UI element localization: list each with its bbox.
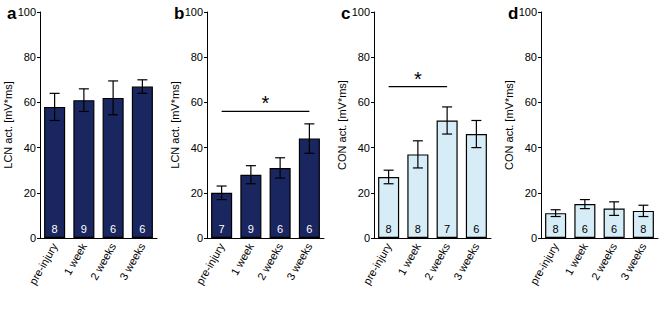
svg-text:80: 80 xyxy=(525,51,537,63)
svg-text:80: 80 xyxy=(191,51,203,63)
svg-text:1 week: 1 week xyxy=(562,241,590,278)
svg-text:9: 9 xyxy=(81,223,87,235)
svg-text:0: 0 xyxy=(531,232,537,244)
svg-text:6: 6 xyxy=(139,223,145,235)
svg-text:20: 20 xyxy=(191,187,203,199)
svg-text:6: 6 xyxy=(277,223,283,235)
svg-text:0: 0 xyxy=(197,232,203,244)
svg-text:a: a xyxy=(7,4,17,23)
svg-text:6: 6 xyxy=(473,223,479,235)
svg-text:100: 100 xyxy=(352,6,370,18)
svg-text:60: 60 xyxy=(525,96,537,108)
svg-text:LCN act. [mV*ms]: LCN act. [mV*ms] xyxy=(169,81,181,168)
svg-text:LCN act. [mV*ms]: LCN act. [mV*ms] xyxy=(2,81,14,168)
svg-text:8: 8 xyxy=(640,223,646,235)
svg-text:20: 20 xyxy=(525,187,537,199)
svg-text:CON act. [mV*ms]: CON act. [mV*ms] xyxy=(503,80,515,170)
svg-text:CON act. [mV*ms]: CON act. [mV*ms] xyxy=(336,80,348,170)
svg-text:3 weeks: 3 weeks xyxy=(117,241,148,282)
svg-text:80: 80 xyxy=(358,51,370,63)
svg-text:40: 40 xyxy=(191,142,203,154)
svg-text:6: 6 xyxy=(110,223,116,235)
svg-text:1 week: 1 week xyxy=(395,241,423,278)
svg-text:c: c xyxy=(341,4,350,23)
svg-text:40: 40 xyxy=(24,142,36,154)
svg-text:0: 0 xyxy=(30,232,36,244)
svg-text:100: 100 xyxy=(18,6,36,18)
svg-text:*: * xyxy=(262,92,270,114)
svg-text:pre-injury: pre-injury xyxy=(528,241,562,287)
svg-text:60: 60 xyxy=(24,96,36,108)
svg-text:8: 8 xyxy=(52,223,58,235)
svg-text:2 weeks: 2 weeks xyxy=(422,241,453,282)
svg-text:40: 40 xyxy=(358,142,370,154)
svg-text:pre-injury: pre-injury xyxy=(361,241,395,287)
svg-text:100: 100 xyxy=(519,6,537,18)
svg-text:1 week: 1 week xyxy=(61,241,89,278)
svg-text:6: 6 xyxy=(611,223,617,235)
svg-text:9: 9 xyxy=(248,223,254,235)
svg-text:60: 60 xyxy=(191,96,203,108)
svg-text:1 week: 1 week xyxy=(228,241,256,278)
svg-text:40: 40 xyxy=(525,142,537,154)
svg-text:3 weeks: 3 weeks xyxy=(451,241,482,282)
svg-text:8: 8 xyxy=(386,223,392,235)
svg-text:*: * xyxy=(414,68,422,90)
svg-text:20: 20 xyxy=(24,187,36,199)
svg-text:2 weeks: 2 weeks xyxy=(589,241,620,282)
svg-text:6: 6 xyxy=(582,223,588,235)
svg-text:60: 60 xyxy=(358,96,370,108)
svg-text:2 weeks: 2 weeks xyxy=(88,241,119,282)
svg-text:8: 8 xyxy=(553,223,559,235)
svg-text:0: 0 xyxy=(364,232,370,244)
svg-text:3 weeks: 3 weeks xyxy=(618,241,649,282)
svg-text:8: 8 xyxy=(415,223,421,235)
svg-text:2 weeks: 2 weeks xyxy=(255,241,286,282)
svg-text:100: 100 xyxy=(185,6,203,18)
svg-text:pre-injury: pre-injury xyxy=(27,241,61,287)
svg-text:7: 7 xyxy=(219,223,225,235)
svg-text:80: 80 xyxy=(24,51,36,63)
svg-text:d: d xyxy=(508,4,518,23)
svg-text:pre-injury: pre-injury xyxy=(194,241,228,287)
svg-text:20: 20 xyxy=(358,187,370,199)
svg-text:7: 7 xyxy=(444,223,450,235)
svg-text:6: 6 xyxy=(306,223,312,235)
svg-text:3 weeks: 3 weeks xyxy=(284,241,315,282)
svg-text:b: b xyxy=(174,4,184,23)
